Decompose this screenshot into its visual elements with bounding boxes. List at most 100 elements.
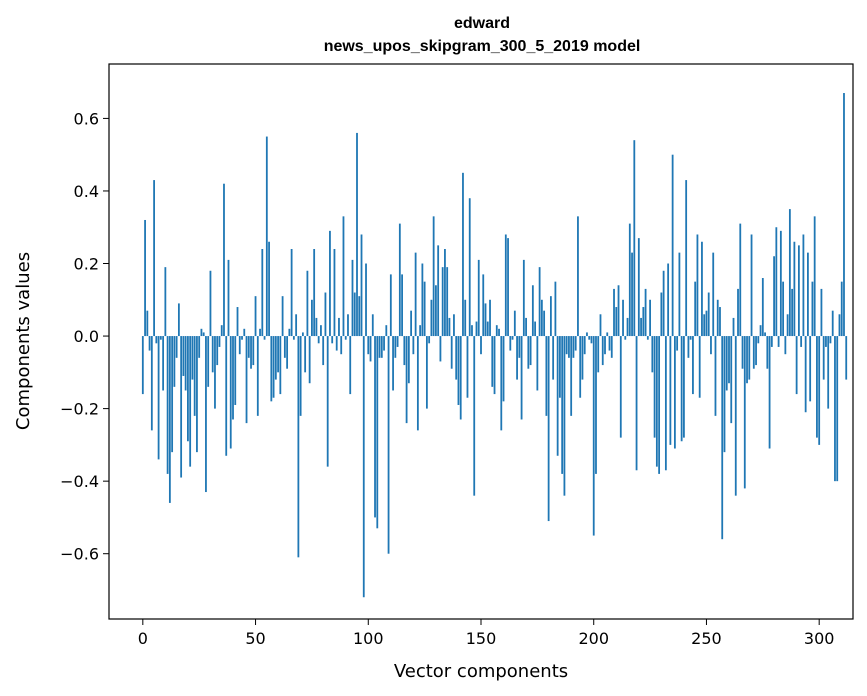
bar [175, 336, 178, 358]
bar [247, 336, 250, 358]
bar [374, 336, 376, 518]
bar [552, 336, 555, 380]
bar [241, 336, 243, 340]
bar [202, 332, 205, 337]
bar [710, 336, 712, 355]
bar [525, 317, 527, 337]
bar [813, 216, 816, 337]
bar [177, 303, 180, 337]
bar [795, 336, 798, 395]
bar [698, 336, 701, 398]
bar [473, 336, 476, 496]
y-tick-label: 0.6 [74, 109, 99, 128]
bar [362, 336, 365, 598]
bar [669, 336, 672, 445]
bar [689, 336, 692, 340]
bar [791, 288, 794, 337]
bar [283, 336, 286, 358]
bar [723, 336, 726, 453]
bar [209, 270, 212, 337]
bar [311, 299, 313, 337]
bar [840, 281, 843, 337]
bar [513, 310, 516, 337]
bar [238, 336, 241, 355]
bar [254, 296, 257, 337]
bar [705, 310, 708, 337]
bar [292, 336, 295, 340]
bar [358, 296, 361, 337]
bar [739, 223, 742, 337]
bar [464, 299, 467, 337]
bar [531, 285, 534, 337]
bar [477, 259, 480, 337]
bar [649, 299, 651, 337]
bar [588, 336, 591, 340]
bar [563, 336, 566, 496]
bar [259, 328, 261, 337]
bar [624, 336, 627, 340]
bar [180, 336, 183, 478]
bar [761, 278, 764, 337]
bar [741, 336, 744, 369]
bar [683, 336, 685, 438]
bar [680, 336, 683, 442]
bar [549, 296, 552, 337]
bar [750, 234, 753, 337]
bar [590, 336, 593, 344]
bar [653, 336, 656, 438]
bar [725, 336, 728, 391]
bar [331, 336, 334, 344]
bar [637, 238, 640, 337]
bar [349, 336, 352, 395]
bar [489, 299, 491, 337]
bar [716, 299, 719, 337]
bar [301, 332, 304, 337]
bar [466, 336, 469, 398]
bar [308, 336, 311, 384]
bar [256, 336, 259, 416]
bar [768, 336, 771, 449]
bar [299, 336, 302, 416]
bar [527, 336, 530, 369]
bar [252, 336, 255, 366]
bar [468, 198, 471, 337]
bar [304, 336, 307, 373]
bar [141, 336, 144, 395]
bar [380, 336, 383, 358]
bar [448, 317, 451, 337]
bar [480, 336, 482, 355]
bar [529, 336, 532, 366]
bar [802, 234, 805, 337]
bar [227, 259, 230, 337]
bar [633, 140, 636, 337]
bar [635, 336, 638, 471]
bar [583, 336, 586, 355]
bar [658, 336, 661, 474]
bar [746, 336, 748, 384]
bar [601, 336, 604, 366]
bar [579, 336, 582, 398]
bar [416, 336, 419, 431]
bar [383, 336, 385, 351]
bar [189, 336, 192, 467]
bar [279, 336, 282, 395]
bar [371, 314, 374, 337]
bar [773, 256, 775, 337]
bar [153, 180, 155, 337]
bar [536, 336, 539, 391]
bar [572, 336, 575, 358]
bar [482, 274, 485, 337]
bar [286, 336, 289, 369]
x-tick-label: 300 [804, 629, 835, 648]
chart-title: edward [454, 15, 510, 32]
bar [825, 336, 827, 347]
bar [232, 336, 234, 420]
bar [439, 336, 442, 362]
bar [297, 336, 300, 558]
bar [471, 325, 473, 337]
bar [561, 336, 564, 474]
bar [604, 336, 606, 355]
bar [804, 336, 807, 413]
bar [462, 172, 464, 337]
bar [613, 288, 615, 337]
